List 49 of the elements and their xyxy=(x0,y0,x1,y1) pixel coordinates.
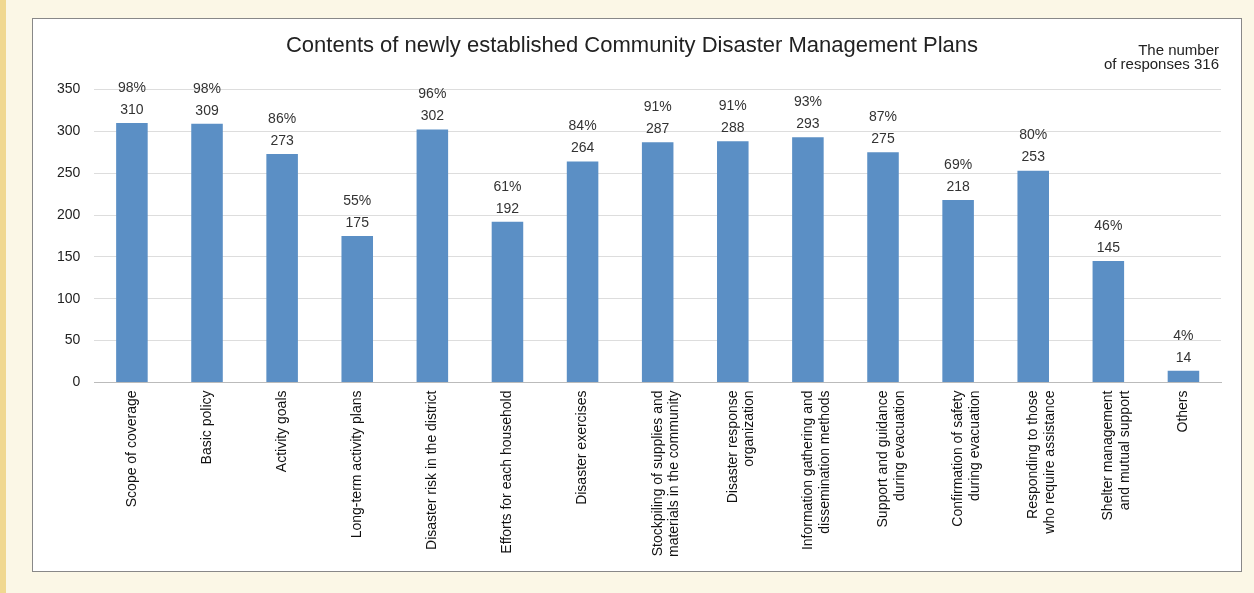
bar xyxy=(341,235,374,382)
x-tick-label: Efforts for each household xyxy=(498,390,515,554)
x-tick-label: Disaster exercises xyxy=(573,390,590,505)
bar xyxy=(116,122,148,382)
y-tick-label: 300 xyxy=(57,122,81,139)
bar xyxy=(416,129,449,382)
text: The number of responses 316 xyxy=(1103,41,1219,72)
x-tick-label: Stockpiling of supplies and materials in the community xyxy=(648,390,682,558)
data-label: 98% 309 xyxy=(193,79,222,118)
y-tick-label: 350 xyxy=(57,80,81,97)
bar xyxy=(566,161,599,382)
data-label: 69% 218 xyxy=(944,155,973,194)
data-label: 98% 310 xyxy=(117,78,146,117)
y-tick-label: 50 xyxy=(64,331,81,348)
data-label: 93% 293 xyxy=(793,92,822,131)
x-tick-label: Activity goals xyxy=(272,390,289,473)
bar xyxy=(1092,261,1125,382)
data-label: 86% 273 xyxy=(268,109,297,148)
y-tick-label: 200 xyxy=(57,205,81,222)
data-label: 46% 145 xyxy=(1094,216,1123,255)
bar xyxy=(867,152,899,382)
y-tick-label: 250 xyxy=(57,164,81,180)
bar xyxy=(717,141,749,382)
bar xyxy=(942,199,974,382)
y-tick-label: 150 xyxy=(57,247,81,264)
data-label: 55% 175 xyxy=(343,191,372,230)
x-tick-label: Others xyxy=(1174,390,1191,433)
bar xyxy=(1167,370,1200,382)
data-label: 84% 264 xyxy=(568,117,597,156)
bar xyxy=(266,153,298,382)
bar xyxy=(491,221,524,382)
x-tick-label: Scope of coverage xyxy=(122,390,139,508)
y-tick-label: 0 xyxy=(72,373,81,390)
x-tick-label: Disaster risk in the district xyxy=(423,390,440,550)
data-label: 4% 14 xyxy=(1173,326,1194,365)
data-label: 61% 192 xyxy=(493,177,522,216)
bar xyxy=(792,137,824,382)
x-tick-label: Basic policy xyxy=(197,390,214,465)
data-label: 87% 275 xyxy=(868,108,898,147)
data-label: 96% 302 xyxy=(418,85,447,124)
chart-title: Contents of newly established Community Disaster Management Plans xyxy=(285,32,979,58)
data-label: 91% 287 xyxy=(643,98,672,137)
data-label: 80% 253 xyxy=(1019,126,1048,165)
bar xyxy=(191,123,223,382)
data-label: 91% 288 xyxy=(718,97,747,136)
y-tick-label: 100 xyxy=(57,289,81,306)
x-tick-label: Long-term activity plans xyxy=(348,390,365,539)
bar xyxy=(641,142,674,382)
bar xyxy=(1017,170,1049,382)
